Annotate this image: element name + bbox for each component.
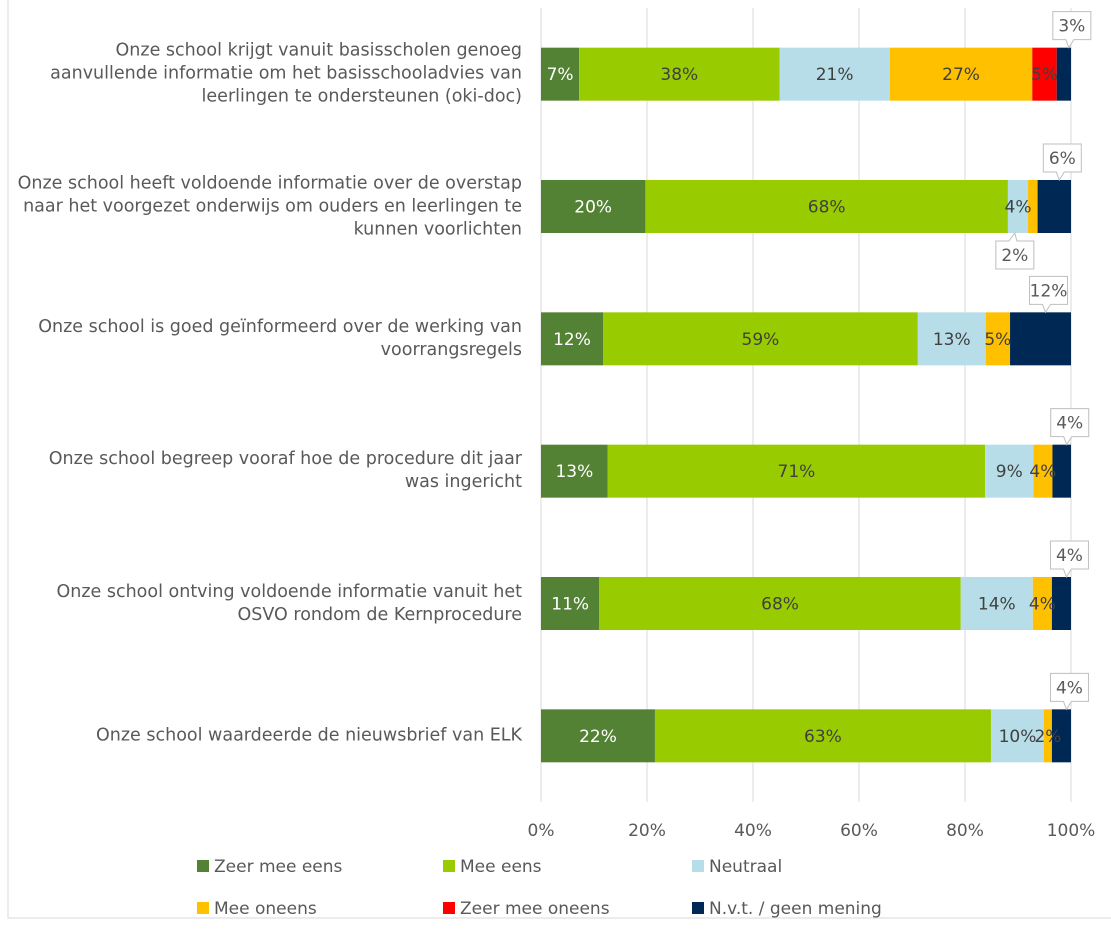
bar-segment (990, 709, 1044, 763)
category-label: Onze school begreep vooraf hoe de proced… (48, 449, 522, 493)
value-label: 11% (551, 595, 589, 615)
chart-border (7, 0, 1111, 919)
bar-segment (603, 312, 918, 366)
callout-box (1042, 143, 1082, 182)
value-label: 38% (660, 65, 698, 85)
value-label: 10% (999, 727, 1037, 747)
bar-segment (779, 47, 890, 101)
x-tick-label: 80% (946, 821, 984, 841)
value-label: 27% (942, 65, 980, 85)
value-label: 9% (996, 462, 1023, 482)
callout-box (1052, 11, 1092, 49)
callout-box (1029, 275, 1069, 314)
x-tick-label: 100% (1047, 821, 1096, 841)
value-label: 3% (1058, 17, 1085, 37)
value-label: 5% (1031, 65, 1058, 85)
bar-segment (541, 444, 608, 498)
bar-segment (1056, 47, 1071, 101)
bar-segment (1051, 577, 1071, 630)
value-label: 63% (804, 727, 842, 747)
value-label: 13% (555, 462, 593, 482)
value-label: 59% (742, 330, 780, 350)
bar-segment (985, 444, 1034, 498)
legend-label: N.v.t. / geen mening (709, 899, 882, 919)
bar-segment (985, 312, 1011, 366)
legend-swatch (197, 860, 209, 872)
value-label: 4% (1056, 678, 1083, 698)
bar-segment (1033, 444, 1053, 498)
value-label: 20% (574, 198, 612, 218)
value-label: 4% (1056, 414, 1083, 434)
x-tick-label: 20% (628, 821, 666, 841)
callout-box (1049, 672, 1089, 711)
bar-segment (1043, 709, 1052, 763)
value-label: 71% (778, 462, 816, 482)
bar-segment (1032, 577, 1052, 630)
value-label: 4% (1005, 198, 1032, 218)
value-label: 13% (933, 330, 971, 350)
category-label: Onze school is goed geïnformeerd over de… (38, 316, 522, 360)
bar-segment (1052, 444, 1071, 498)
callout-box (995, 231, 1035, 270)
legend-swatch (692, 902, 704, 914)
legend-swatch (443, 902, 455, 914)
value-label: 68% (808, 198, 846, 218)
callout-box (1049, 540, 1089, 579)
bar-segment (541, 312, 604, 366)
legend-label: Zeer mee oneens (460, 899, 610, 919)
x-tick-label: 40% (734, 821, 772, 841)
legend-label: Mee oneens (214, 899, 317, 919)
value-label: 4% (1029, 462, 1056, 482)
value-label: 2% (1034, 727, 1061, 747)
category-label: Onze school heeft voldoende informatie o… (17, 173, 522, 239)
x-tick-label: 60% (840, 821, 878, 841)
legend-swatch (443, 860, 455, 872)
bar-segment (541, 180, 646, 233)
bar-segment (1028, 180, 1038, 233)
bar-segment (1037, 180, 1071, 233)
bar-segment (645, 180, 1008, 233)
bar-segment (541, 47, 580, 101)
value-label: 14% (978, 595, 1016, 615)
category-label: Onze school krijgt vanuit basisscholen g… (50, 40, 522, 107)
bar-segment (654, 709, 991, 763)
value-label: 7% (547, 65, 574, 85)
value-label: 12% (1030, 281, 1068, 301)
value-label: 68% (761, 595, 799, 615)
value-label: 22% (579, 727, 617, 747)
bar-segment (960, 577, 1033, 630)
bar-segment (917, 312, 986, 366)
bar-segment (541, 709, 655, 763)
bar-segment (1010, 312, 1071, 366)
legend-label: Neutraal (709, 857, 782, 877)
category-label: Onze school waardeerde de nieuwsbrief va… (95, 725, 522, 746)
bar-segment (579, 47, 780, 101)
bar-segment (1051, 709, 1071, 763)
value-label: 4% (1056, 546, 1083, 566)
value-label: 6% (1049, 149, 1076, 169)
bar-segment (1032, 47, 1057, 101)
bar-segment (1007, 180, 1029, 233)
category-label: Onze school ontving voldoende informatie… (56, 581, 522, 625)
x-tick-label: 0% (528, 821, 555, 841)
legend-label: Zeer mee eens (214, 857, 343, 877)
bar-segment (889, 47, 1033, 101)
legend-swatch (197, 902, 209, 914)
value-label: 4% (1029, 595, 1056, 615)
value-label: 2% (1001, 246, 1028, 266)
value-label: 21% (816, 65, 854, 85)
callout-box (1050, 408, 1090, 446)
value-label: 12% (553, 330, 591, 350)
legend-label: Mee eens (460, 857, 542, 877)
bar-segment (599, 577, 961, 630)
legend-swatch (692, 860, 704, 872)
bar-segment (541, 577, 600, 630)
value-label: 5% (984, 330, 1011, 350)
bar-segment (607, 444, 986, 498)
